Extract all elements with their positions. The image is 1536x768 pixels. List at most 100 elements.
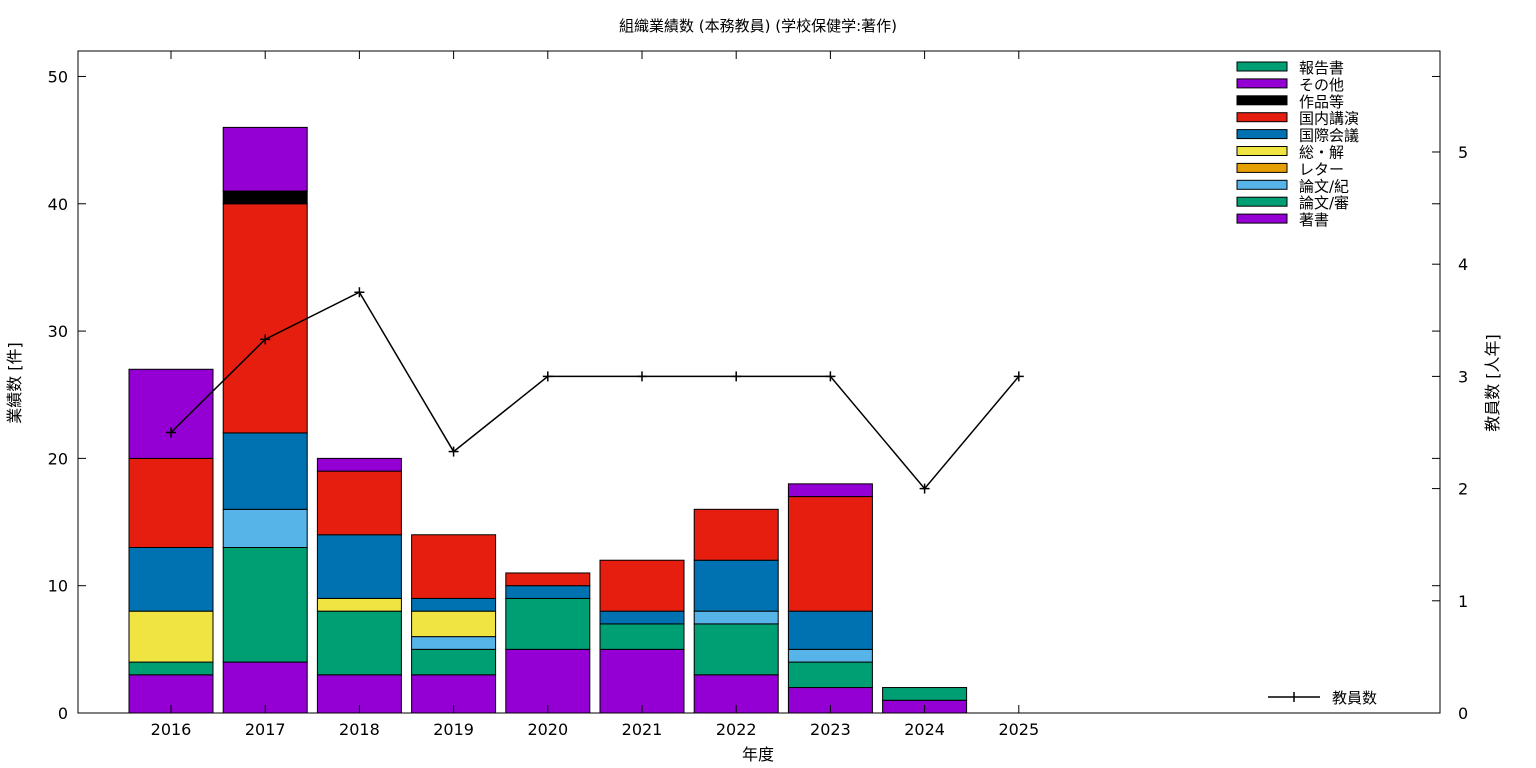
bar-segment (411, 534, 497, 599)
faculty-count-point (637, 371, 647, 382)
legend-swatch (1236, 61, 1288, 72)
y-tick-label: 30 (48, 322, 68, 341)
y2-tick-label: 5 (1458, 143, 1468, 162)
legend-label: その他 (1299, 76, 1344, 94)
x-tick-label: 2017 (245, 720, 286, 739)
y-tick-label: 20 (48, 449, 68, 468)
bar-segment (222, 547, 308, 663)
legend-swatch (1236, 78, 1288, 89)
bar-segment (222, 508, 308, 548)
plot-frame (77, 50, 1441, 714)
x-tick-label: 2016 (151, 720, 192, 739)
legend-swatch (1236, 112, 1288, 123)
y2-tick-label: 3 (1458, 367, 1468, 386)
x-tick-label: 2024 (904, 720, 945, 739)
bar-segment (693, 559, 779, 612)
legend-line-label: 教員数 (1332, 689, 1377, 707)
bar-segment (787, 496, 873, 612)
faculty-count-point (731, 371, 742, 382)
x-tick-label: 2022 (716, 720, 757, 739)
faculty-count-point (1013, 371, 1024, 382)
bar-segment (411, 636, 497, 650)
y2-tick-label: 4 (1458, 255, 1468, 274)
bar-segment (316, 597, 402, 612)
legend-label: 論文/審 (1299, 194, 1349, 212)
bar-segment (505, 597, 591, 650)
faculty-count-point (825, 371, 836, 382)
faculty-count-point (542, 371, 553, 382)
bar-segment (411, 648, 497, 676)
bar-segment (316, 610, 402, 676)
legend-swatch (1236, 146, 1288, 156)
bar-segment (599, 610, 685, 625)
legend-swatch (1236, 162, 1288, 173)
faculty-count-point (448, 446, 459, 457)
legend-swatch (1236, 95, 1288, 106)
legend-label: 国内講演 (1299, 110, 1359, 128)
y-tick-label: 0 (58, 704, 68, 723)
bar-segment (128, 368, 214, 459)
y-tick-label: 40 (48, 195, 68, 214)
faculty-count-point (919, 483, 930, 494)
bar-segment (599, 559, 685, 612)
legend-swatch (1236, 213, 1288, 224)
bar-segment (787, 661, 873, 689)
bar-segment (222, 126, 308, 192)
x-tick-label: 2021 (622, 720, 663, 739)
x-tick-label: 2020 (527, 720, 568, 739)
bar-segment (128, 457, 214, 548)
bar-segment (316, 457, 402, 472)
legend-label: 論文/紀 (1299, 177, 1349, 195)
y-tick-label: 50 (48, 67, 68, 86)
bar-segment (222, 190, 308, 205)
y2-tick-label: 2 (1458, 480, 1468, 499)
x-tick-label: 2025 (998, 720, 1039, 739)
bar-segment (128, 547, 214, 612)
legend-swatch (1236, 196, 1288, 207)
bar-segment (222, 432, 308, 510)
bar-segment (316, 534, 402, 599)
bar-segment (882, 687, 968, 701)
x-tick-label: 2023 (810, 720, 851, 739)
bar-segment (693, 508, 779, 561)
y2-tick-label: 1 (1458, 592, 1468, 611)
y-axis-label: 業績数 [件] (5, 342, 24, 424)
legend-label: 作品等 (1299, 93, 1344, 111)
legend-label: 著書 (1299, 211, 1329, 229)
faculty-count-line (170, 291, 1020, 490)
bar-segment (787, 648, 873, 663)
bar-segment (411, 597, 497, 612)
bar-segment (787, 610, 873, 650)
legend-label: レター (1299, 160, 1344, 178)
x-tick-label: 2019 (433, 720, 474, 739)
bar-segment (693, 610, 779, 625)
faculty-count-point (166, 427, 176, 438)
faculty-count-point (260, 334, 271, 345)
bar-segment (599, 648, 685, 714)
bar-segment (128, 610, 214, 663)
bar-segment (222, 661, 308, 714)
bar-segment (505, 585, 591, 599)
chart-title: 組織業績数 (本務教員) (学校保健学:著作) (619, 17, 897, 35)
bar-segment (505, 648, 591, 714)
x-axis-label: 年度 (742, 745, 774, 764)
legend-label: 報告書 (1299, 59, 1344, 77)
legend-label: 総・解 (1299, 144, 1344, 162)
bar-segment (599, 623, 685, 650)
legend-swatch (1236, 179, 1288, 190)
bar-segment (128, 661, 214, 676)
bar-segment (411, 610, 497, 638)
bar-segment (316, 470, 402, 536)
bar-segment (693, 623, 779, 676)
bar-segment (787, 483, 873, 498)
legend-swatch (1236, 129, 1288, 140)
legend-label: 国際会議 (1299, 127, 1359, 145)
faculty-count-point (354, 287, 365, 298)
bar-segment (505, 572, 591, 587)
bar-segment (222, 203, 308, 434)
x-tick-label: 2018 (339, 720, 380, 739)
y2-tick-label: 0 (1458, 704, 1468, 723)
y-tick-label: 10 (48, 577, 68, 596)
y2-axis-label: 教員数 [人年] (1483, 334, 1502, 432)
